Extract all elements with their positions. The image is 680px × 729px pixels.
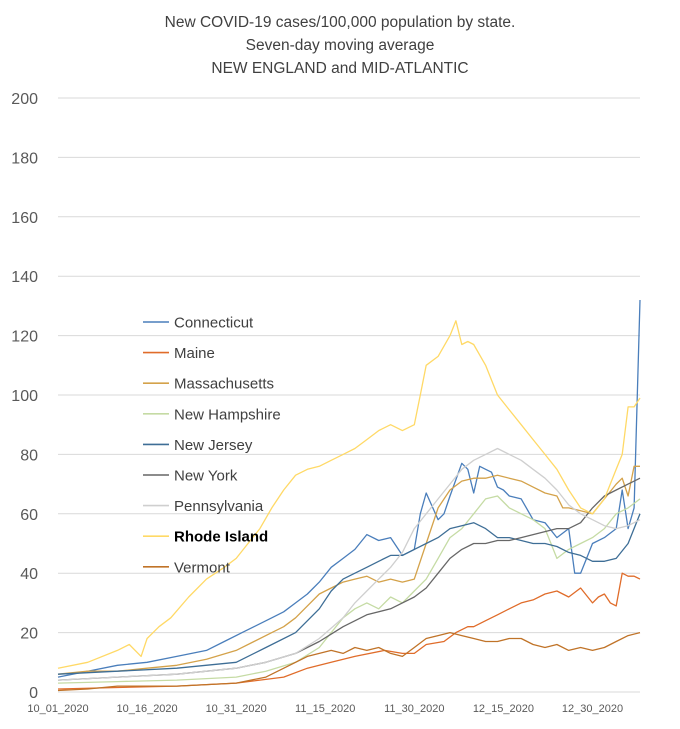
y-axis: 0 20 40 60 80 100 120 140 160 180 200 (11, 91, 38, 702)
legend-label: Pennsylvania (174, 498, 264, 515)
legend-label: New Hampshire (174, 406, 281, 423)
legend: Connecticut Maine Massachusetts New Hampshi… (143, 315, 281, 576)
series-line-new-hampshire (57, 495, 641, 684)
chart-title: New COVID-19 cases/100,000 population by… (165, 14, 516, 77)
x-tick-label: 11_15_2020 (295, 703, 355, 715)
x-tick-label: 10_31_2020 (206, 703, 267, 715)
legend-label: Vermont (174, 559, 231, 576)
y-tick-label: 60 (20, 507, 38, 524)
x-tick-label: 11_30_2020 (384, 703, 444, 715)
series-line-pennsylvania (57, 447, 641, 681)
y-tick-label: 0 (29, 685, 38, 702)
chart-title-line-1: New COVID-19 cases/100,000 population by… (165, 14, 516, 31)
y-tick-label: 80 (20, 447, 38, 464)
y-tick-label: 180 (11, 150, 38, 167)
x-tick-label: 10_16_2020 (116, 703, 177, 715)
series-lines (57, 299, 641, 692)
chart-title-line-3: NEW ENGLAND and MID-ATLANTIC (211, 60, 468, 77)
series-line-connecticut (57, 299, 641, 678)
legend-label: New Jersey (174, 437, 253, 454)
y-tick-label: 100 (11, 388, 38, 405)
x-tick-label: 10_01_2020 (27, 703, 88, 715)
series-line-maine (57, 572, 641, 690)
series-line-new-jersey (57, 513, 641, 675)
y-tick-label: 40 (20, 566, 38, 583)
y-tick-label: 120 (11, 329, 38, 346)
series-line-vermont (57, 631, 641, 692)
legend-label: Rhode Island (174, 529, 268, 546)
y-tick-label: 160 (11, 210, 38, 227)
chart-title-line-2: Seven-day moving average (246, 37, 435, 54)
series-line-rhode-island (57, 320, 641, 669)
x-tick-label: 12_30_2020 (562, 703, 623, 715)
y-tick-label: 200 (11, 91, 38, 108)
legend-label: Maine (174, 345, 215, 362)
x-axis: 10_01_2020 10_16_2020 10_31_2020 11_15_2020… (27, 703, 623, 715)
legend-label: Connecticut (174, 315, 254, 332)
y-tick-label: 140 (11, 269, 38, 286)
x-tick-label: 12_15_2020 (473, 703, 534, 715)
legend-label: Massachusetts (174, 376, 274, 393)
legend-label: New York (174, 468, 238, 485)
gridlines (58, 97, 640, 693)
y-tick-label: 20 (20, 626, 38, 643)
